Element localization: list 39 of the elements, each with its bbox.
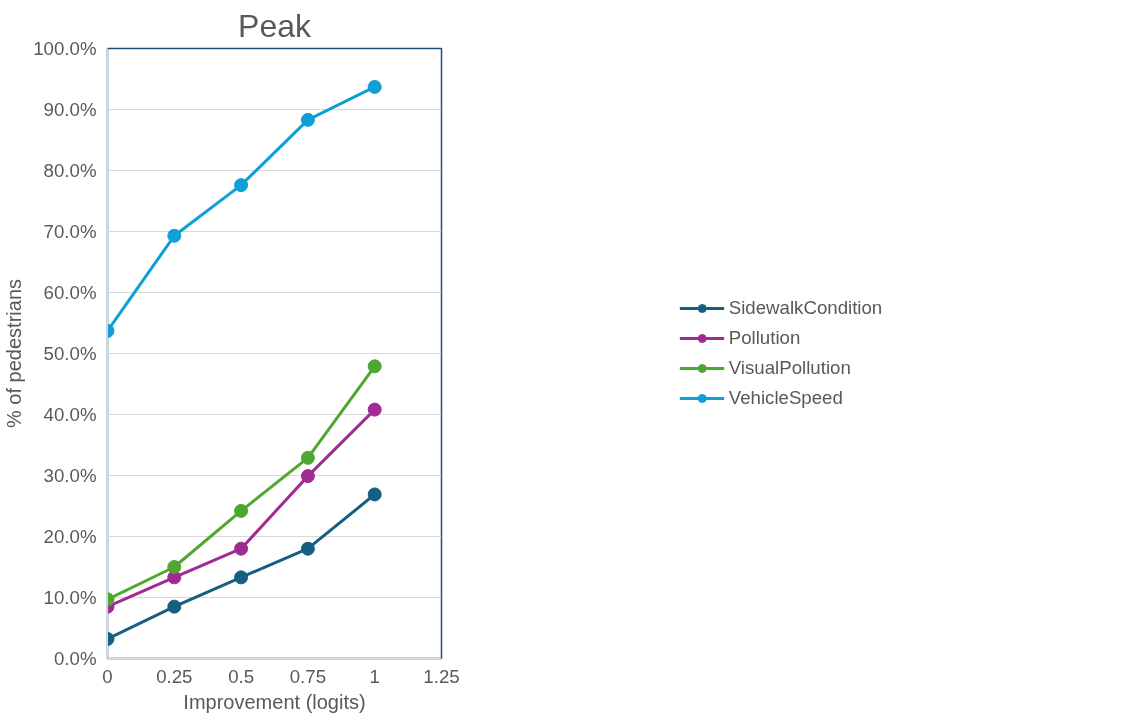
y-tick-label: 60.0% [43, 282, 97, 303]
point [234, 541, 249, 556]
x-tick-label: 0 [102, 665, 113, 687]
y-tick-label: 20.0% [43, 526, 97, 547]
point [167, 599, 182, 614]
y-tick-label: 80.0% [43, 160, 97, 181]
y-tick-label: 100.0% [33, 38, 97, 59]
legend-label: Pollution [728, 327, 801, 349]
point [367, 359, 382, 374]
x-tick-label: 1.25 [423, 665, 460, 687]
chart-title: Peak [238, 7, 312, 44]
point [167, 560, 182, 574]
point [234, 503, 249, 518]
y-tick-label: 10.0% [43, 587, 97, 608]
point [300, 541, 315, 556]
x-tick-label: 0.5 [228, 665, 255, 687]
y-tick-label: 90.0% [43, 99, 97, 120]
x-axis-title: Improvement (logits) [183, 690, 366, 713]
point [167, 228, 182, 243]
point [234, 570, 249, 585]
point [367, 79, 382, 94]
point [367, 487, 382, 502]
y-tick-label: 0.0% [53, 648, 97, 669]
point [300, 450, 315, 465]
y-tick-label: 50.0% [43, 343, 97, 364]
point [300, 469, 315, 484]
x-tick-label: 1 [369, 665, 380, 687]
y-tick-label: 30.0% [43, 465, 97, 486]
point [300, 112, 315, 127]
point [234, 178, 249, 193]
legend-label: VisualPollution [728, 357, 851, 379]
y-axis-title: % of pedestrians [3, 279, 26, 428]
legend-label: SidewalkCondition [728, 297, 883, 319]
y-tick-label: 70.0% [43, 221, 97, 242]
x-tick-label: 0.75 [289, 665, 327, 687]
legend-label: VehicleSpeed [728, 387, 843, 409]
point [367, 402, 382, 417]
y-tick-label: 40.0% [43, 404, 97, 425]
x-tick-label: 0.25 [156, 665, 193, 687]
